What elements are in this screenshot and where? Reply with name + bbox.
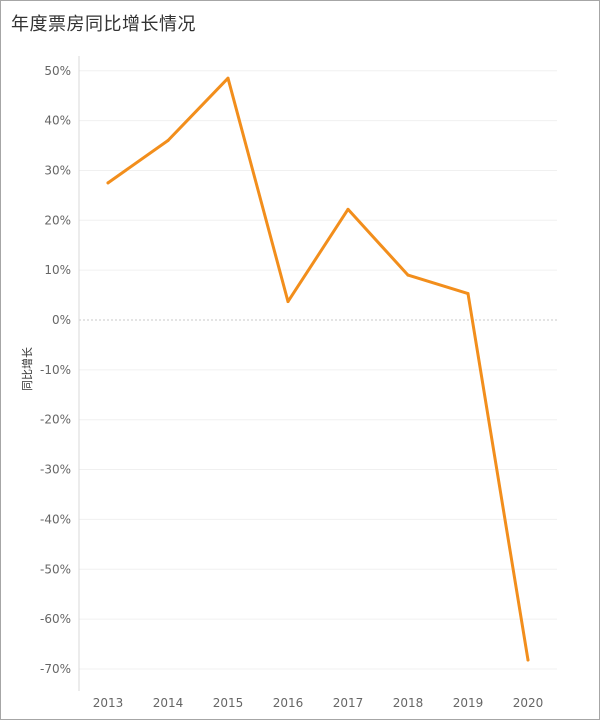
y-tick-label: 0% [52, 313, 71, 327]
data-point [346, 207, 350, 211]
y-tick-label: 30% [44, 163, 71, 177]
y-tick-label: 40% [44, 114, 71, 128]
y-tick-label: 10% [44, 263, 71, 277]
data-point [226, 76, 230, 80]
y-tick-label: -50% [40, 562, 71, 576]
y-tick-label: -40% [40, 512, 71, 526]
data-point [286, 300, 290, 304]
x-tick-label: 2019 [453, 696, 484, 710]
y-tick-label: -10% [40, 363, 71, 377]
x-tick-label: 2018 [393, 696, 424, 710]
data-point [466, 292, 470, 296]
y-tick-label: -20% [40, 413, 71, 427]
x-tick-label: 2013 [93, 696, 124, 710]
data-point [166, 139, 170, 143]
chart-title: 年度票房同比增长情况 [11, 14, 196, 35]
y-axis-title: 同比增长 [20, 347, 34, 391]
y-tick-label: -70% [40, 662, 71, 676]
y-tick-label: -30% [40, 463, 71, 477]
x-tick-label: 2015 [213, 696, 244, 710]
x-tick-label: 2014 [153, 696, 184, 710]
y-tick-label: 20% [44, 213, 71, 227]
y-tick-label: -60% [40, 612, 71, 626]
data-point [526, 658, 530, 662]
y-tick-label: 50% [44, 64, 71, 78]
data-point [106, 181, 110, 185]
data-point [406, 273, 410, 277]
x-tick-label: 2020 [513, 696, 544, 710]
series-line [106, 76, 530, 662]
x-tick-label: 2017 [333, 696, 364, 710]
x-tick-label: 2016 [273, 696, 304, 710]
